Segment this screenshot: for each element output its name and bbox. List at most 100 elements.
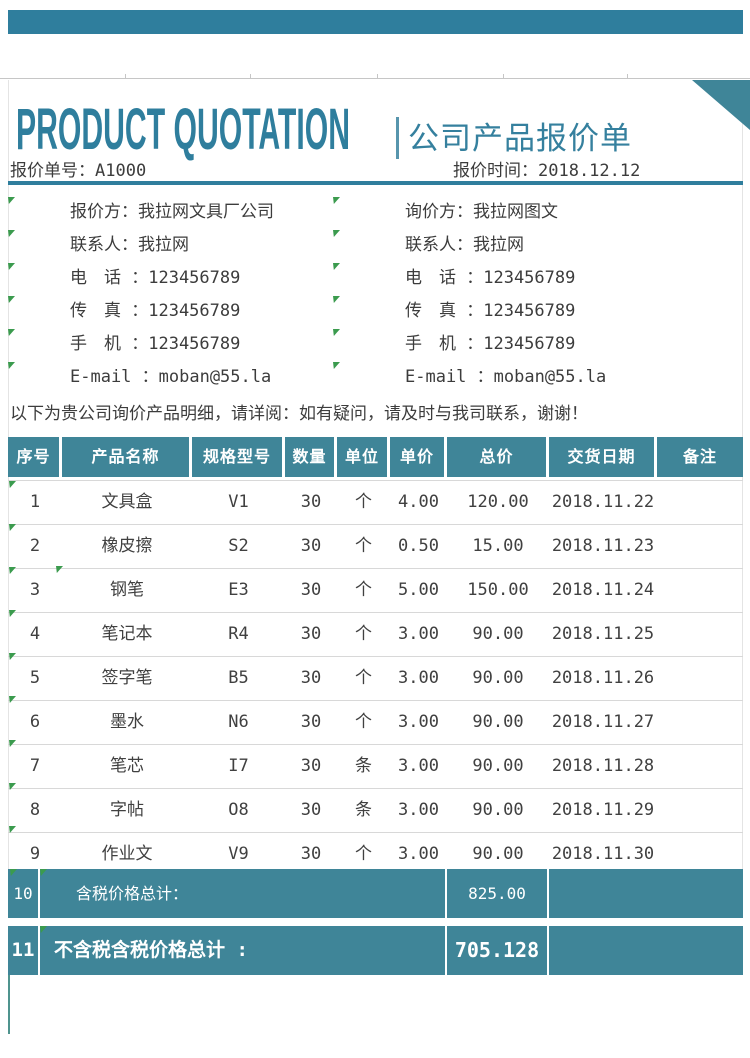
header-rule (8, 181, 743, 185)
table-cell: 个 (355, 844, 372, 864)
table-cell: 90.00 (472, 844, 524, 864)
table-row: 1 文具盒 V1 30 个 4.00 120.00 2018.11.22 (8, 480, 743, 524)
table-cell: O8 (228, 800, 249, 820)
table-cell: 8 (29, 800, 41, 820)
table-cell: 3.00 (398, 800, 439, 820)
total-row-empty-cell (549, 926, 743, 975)
green-smart-tag-icon (9, 481, 16, 488)
supplier-fax-line: 传 真 ：123456789 (70, 301, 241, 321)
column-header-7: 总价 (447, 437, 549, 477)
table-cell: 9 (29, 844, 41, 864)
column-tick (250, 74, 251, 78)
green-smart-tag-icon (333, 263, 340, 270)
table-cell: 个 (355, 580, 372, 600)
table-cell: B5 (228, 668, 249, 688)
table-cell: 2018.11.24 (551, 580, 655, 600)
quotation-table: 序号 产品名称 规格型号 数量 单位 单价 总价 交货日期 备注 1 文具盒 V1 30 个 4.00 12… (8, 437, 743, 877)
table-cell: 2018.11.28 (551, 756, 655, 776)
quote-date-value: 2018.12.12 (538, 161, 641, 181)
table-cell: I7 (228, 756, 249, 776)
page-break-line (8, 975, 10, 1034)
supplier-name-line: 报价方：我拉网文具厂公司 (70, 202, 274, 222)
table-cell: 3.00 (398, 668, 439, 688)
table-cell: 30 (300, 536, 322, 556)
column-header-2: 产品名称 (62, 437, 192, 477)
table-row: 7 笔芯 I7 30 条 3.00 90.00 2018.11.28 (8, 744, 743, 788)
table-cell: 7 (29, 756, 41, 776)
table-cell: 条 (355, 800, 372, 820)
table-row: 6 墨水 N6 30 个 3.00 90.00 2018.11.27 (8, 700, 743, 744)
column-header-9: 备注 (657, 437, 743, 477)
table-cell: 90.00 (472, 624, 524, 644)
table-cell: 90.00 (472, 668, 524, 688)
table-cell: 3.00 (398, 756, 439, 776)
green-smart-tag-icon (333, 197, 340, 204)
green-smart-tag-icon (8, 263, 15, 270)
table-cell: 钢笔 (110, 580, 144, 600)
page-title-chinese: 公司产品报价单 (408, 121, 632, 157)
table-cell (657, 613, 743, 656)
green-smart-tag-icon (9, 567, 16, 574)
column-header-5: 单位 (337, 437, 390, 477)
green-smart-tag-icon (9, 653, 16, 660)
table-cell: 3.00 (398, 624, 439, 644)
column-header-4: 数量 (285, 437, 337, 477)
green-smart-tag-icon (333, 362, 340, 369)
green-smart-tag-icon (333, 329, 340, 336)
supplier-phone-line: 电 话 ：123456789 (70, 268, 241, 288)
table-cell: 4 (29, 624, 41, 644)
table-cell: N6 (228, 712, 249, 732)
table-cell: 3.00 (398, 712, 439, 732)
column-tick (377, 74, 378, 78)
column-header-6: 单价 (390, 437, 447, 477)
buyer-email-line: E-mail ：moban@55.la (405, 367, 607, 387)
total-row-number: 11 (8, 926, 40, 975)
table-cell: 90.00 (472, 800, 524, 820)
notice-text: 以下为贵公司询价产品明细，请详阅：如有疑问，请及时与我司联系，谢谢！ (10, 404, 588, 424)
column-header-3: 规格型号 (192, 437, 285, 477)
table-cell: 150.00 (467, 580, 529, 600)
table-cell: 30 (300, 492, 322, 512)
green-smart-tag-icon (9, 524, 16, 531)
table-cell: 2 (29, 536, 41, 556)
table-cell: 个 (355, 536, 372, 556)
total-row-empty-cell (549, 869, 743, 918)
table-cell: 3.00 (398, 844, 439, 864)
table-cell (657, 657, 743, 700)
total-with-tax-value: 825.00 (447, 869, 549, 918)
column-header-1: 序号 (8, 437, 62, 477)
column-tick (125, 74, 126, 78)
buyer-fax-line: 传 真 ：123456789 (405, 301, 576, 321)
table-cell: 个 (355, 492, 372, 512)
quote-date-label: 报价时间： (453, 161, 538, 181)
table-cell: 墨水 (110, 712, 144, 732)
table-cell: 个 (355, 712, 372, 732)
buyer-name-line: 询价方：我拉网图文 (405, 202, 558, 222)
table-cell: 1 (29, 492, 41, 512)
table-cell: 2018.11.25 (551, 624, 655, 644)
table-cell: 2018.11.23 (551, 536, 655, 556)
table-cell: 30 (300, 580, 322, 600)
buyer-mobile-line: 手 机 ：123456789 (405, 334, 576, 354)
table-row: 4 笔记本 R4 30 个 3.00 90.00 2018.11.25 (8, 612, 743, 656)
column-header-8: 交货日期 (549, 437, 657, 477)
table-cell: S2 (228, 536, 249, 556)
table-cell: 15.00 (472, 536, 524, 556)
green-smart-tag-icon (40, 926, 47, 933)
corner-triangle-decoration (692, 80, 750, 130)
table-cell: 条 (355, 756, 372, 776)
table-body: 1 文具盒 V1 30 个 4.00 120.00 2018.11.22 2 橡皮擦 S2 30 个 0.… (8, 480, 743, 877)
table-cell: 6 (29, 712, 41, 732)
table-cell: 30 (300, 668, 322, 688)
supplier-mobile-line: 手 机 ：123456789 (70, 334, 241, 354)
green-smart-tag-icon (333, 296, 340, 303)
table-row: 2 橡皮擦 S2 30 个 0.50 15.00 2018.11.23 (8, 524, 743, 568)
table-cell: 文具盒 (101, 492, 153, 512)
table-cell: 120.00 (467, 492, 529, 512)
table-cell: 作业文 (101, 844, 153, 864)
green-smart-tag-icon (10, 869, 17, 876)
green-smart-tag-icon (9, 740, 16, 747)
supplier-contact-block: 报价方：我拉网文具厂公司 联系人：我拉网 电 话 ：123456789 传 真 … (70, 196, 400, 394)
buyer-phone-line: 电 话 ：123456789 (405, 268, 576, 288)
